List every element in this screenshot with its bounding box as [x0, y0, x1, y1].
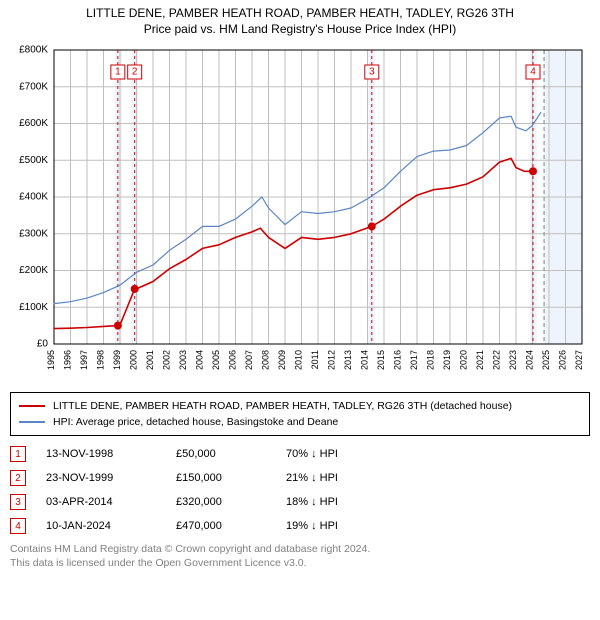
event-pct: 18% ↓ HPI — [286, 496, 338, 508]
svg-text:2016: 2016 — [393, 350, 403, 370]
event-row: 3 03-APR-2014£320,00018% ↓ HPI — [10, 494, 590, 510]
event-marker-box: 4 — [10, 518, 26, 534]
svg-text:£700K: £700K — [19, 81, 48, 92]
event-date: 13-NOV-1998 — [46, 448, 176, 460]
svg-text:2017: 2017 — [409, 350, 419, 370]
legend-swatch — [19, 421, 45, 423]
svg-text:£0: £0 — [37, 339, 49, 350]
event-marker-box: 1 — [10, 446, 26, 462]
svg-text:£100K: £100K — [19, 302, 48, 313]
svg-text:2026: 2026 — [558, 350, 568, 370]
event-row: 2 23-NOV-1999£150,00021% ↓ HPI — [10, 470, 590, 486]
event-row: 1 13-NOV-1998£50,00070% ↓ HPI — [10, 446, 590, 462]
svg-text:£300K: £300K — [19, 228, 48, 239]
svg-text:1995: 1995 — [46, 350, 56, 370]
title-line-1: LITTLE DENE, PAMBER HEATH ROAD, PAMBER H… — [10, 6, 590, 20]
svg-text:£600K: £600K — [19, 118, 48, 129]
footer: Contains HM Land Registry data © Crown c… — [10, 542, 590, 570]
event-pct: 70% ↓ HPI — [286, 448, 338, 460]
event-date: 03-APR-2014 — [46, 496, 176, 508]
svg-text:£800K: £800K — [19, 45, 48, 56]
event-price: £320,000 — [176, 496, 286, 508]
svg-text:2022: 2022 — [492, 350, 502, 370]
events-table: 1 13-NOV-1998£50,00070% ↓ HPI 2 23-NOV-1999… — [10, 446, 590, 534]
event-pct: 21% ↓ HPI — [286, 472, 338, 484]
event-date: 23-NOV-1999 — [46, 472, 176, 484]
svg-text:2003: 2003 — [178, 350, 188, 370]
svg-text:1998: 1998 — [96, 350, 106, 370]
legend-label: LITTLE DENE, PAMBER HEATH ROAD, PAMBER H… — [53, 398, 512, 414]
svg-text:2015: 2015 — [376, 350, 386, 370]
svg-text:2020: 2020 — [459, 350, 469, 370]
svg-text:2007: 2007 — [244, 350, 254, 370]
svg-text:1997: 1997 — [79, 350, 89, 370]
event-marker-box: 2 — [10, 470, 26, 486]
chart-svg: £0 £100K £200K £300K £400K £500K £600K £700K £80… — [10, 44, 590, 384]
svg-text:2008: 2008 — [261, 350, 271, 370]
svg-text:2: 2 — [132, 67, 138, 78]
svg-text:2006: 2006 — [228, 350, 238, 370]
svg-text:£500K: £500K — [19, 155, 48, 166]
svg-text:2001: 2001 — [145, 350, 155, 370]
svg-text:2002: 2002 — [162, 350, 172, 370]
svg-text:2009: 2009 — [277, 350, 287, 370]
legend-swatch — [19, 405, 45, 407]
svg-text:1996: 1996 — [63, 350, 73, 370]
page-root: LITTLE DENE, PAMBER HEATH ROAD, PAMBER H… — [0, 0, 600, 570]
footer-line-2: This data is licensed under the Open Gov… — [10, 556, 590, 570]
svg-text:£400K: £400K — [19, 192, 48, 203]
svg-text:2013: 2013 — [343, 350, 353, 370]
legend-label: HPI: Average price, detached house, Basi… — [53, 414, 338, 430]
chart: £0 £100K £200K £300K £400K £500K £600K £700K £80… — [10, 44, 590, 384]
svg-text:2010: 2010 — [294, 350, 304, 370]
svg-text:3: 3 — [369, 67, 375, 78]
svg-text:2012: 2012 — [327, 350, 337, 370]
svg-text:2025: 2025 — [541, 350, 551, 370]
svg-text:4: 4 — [530, 67, 536, 78]
legend: LITTLE DENE, PAMBER HEATH ROAD, PAMBER H… — [10, 392, 590, 436]
svg-text:1999: 1999 — [112, 350, 122, 370]
event-row: 4 10-JAN-2024£470,00019% ↓ HPI — [10, 518, 590, 534]
svg-text:2023: 2023 — [508, 350, 518, 370]
svg-text:2018: 2018 — [426, 350, 436, 370]
title-block: LITTLE DENE, PAMBER HEATH ROAD, PAMBER H… — [0, 0, 600, 44]
svg-text:2011: 2011 — [310, 350, 320, 369]
event-price: £150,000 — [176, 472, 286, 484]
svg-text:2019: 2019 — [442, 350, 452, 370]
svg-text:2004: 2004 — [195, 350, 205, 370]
svg-text:2021: 2021 — [475, 350, 485, 370]
svg-text:2014: 2014 — [360, 350, 370, 370]
event-price: £50,000 — [176, 448, 286, 460]
legend-item: HPI: Average price, detached house, Basi… — [19, 414, 581, 430]
svg-text:2027: 2027 — [574, 350, 584, 370]
title-line-2: Price paid vs. HM Land Registry's House … — [10, 22, 590, 36]
svg-text:1: 1 — [115, 67, 121, 78]
event-date: 10-JAN-2024 — [46, 520, 176, 532]
svg-text:2024: 2024 — [525, 350, 535, 370]
event-price: £470,000 — [176, 520, 286, 532]
svg-text:2005: 2005 — [211, 350, 221, 370]
event-pct: 19% ↓ HPI — [286, 520, 338, 532]
event-marker-box: 3 — [10, 494, 26, 510]
svg-text:£200K: £200K — [19, 265, 48, 276]
footer-line-1: Contains HM Land Registry data © Crown c… — [10, 542, 590, 556]
legend-item: LITTLE DENE, PAMBER HEATH ROAD, PAMBER H… — [19, 398, 581, 414]
svg-text:2000: 2000 — [129, 350, 139, 370]
